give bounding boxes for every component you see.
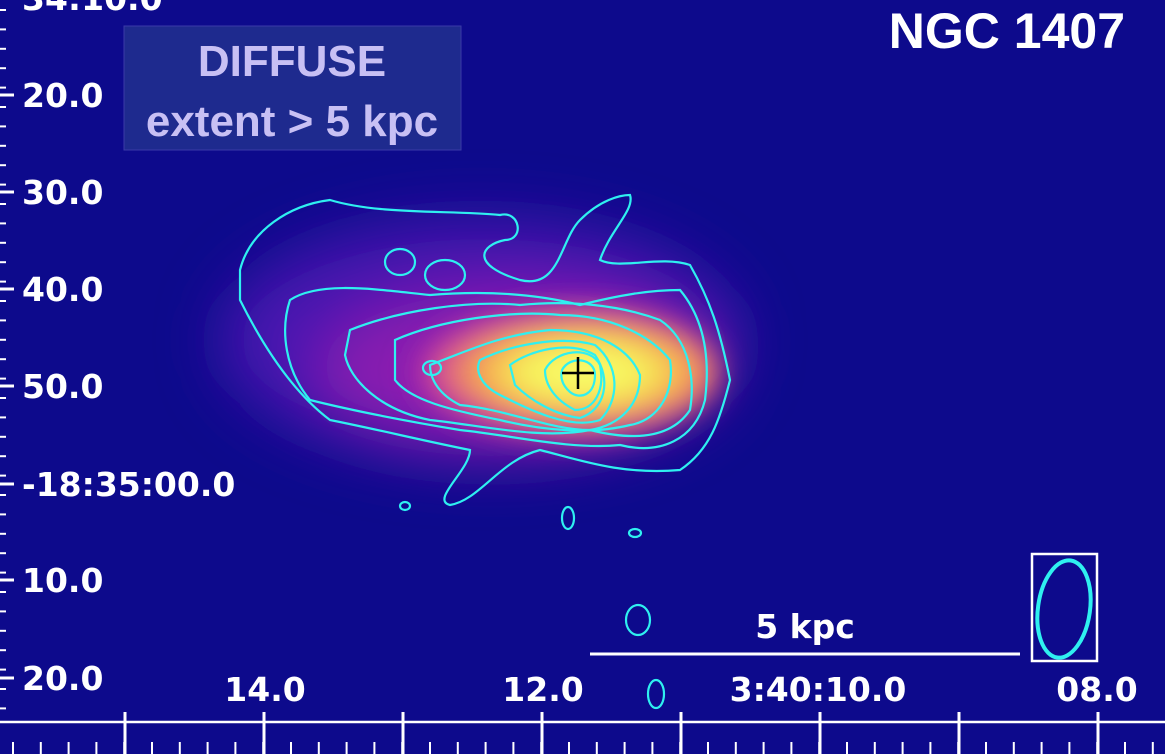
title: NGC 1407 — [889, 3, 1125, 59]
y-tick-label: 50.0 — [22, 367, 103, 406]
y-tick-label: 10.0 — [22, 561, 103, 600]
scale-label: 5 kpc — [755, 607, 855, 646]
y-tick-label: 20.0 — [22, 659, 103, 698]
x-tick-label: 08.0 — [1056, 670, 1137, 709]
beam-box — [1030, 552, 1099, 663]
y-tick-label: 40.0 — [22, 270, 103, 309]
contours — [238, 193, 732, 710]
y-tick-label: 20.0 — [22, 76, 103, 115]
label-box — [123, 25, 462, 151]
y-tick-label: -18:35:00.0 — [22, 465, 235, 504]
y-tick-label: 30.0 — [22, 173, 103, 212]
x-tick-label: 14.0 — [224, 670, 305, 709]
x-tick-label: 12.0 — [502, 670, 583, 709]
beam — [1035, 558, 1093, 660]
label-line: DIFFUSE — [198, 37, 386, 86]
y-tick-label: 34:10.0 — [22, 0, 163, 18]
center-marker — [562, 357, 594, 389]
x-tick-label: 3:40:10.0 — [730, 670, 907, 709]
label-line: extent > 5 kpc — [146, 97, 438, 146]
